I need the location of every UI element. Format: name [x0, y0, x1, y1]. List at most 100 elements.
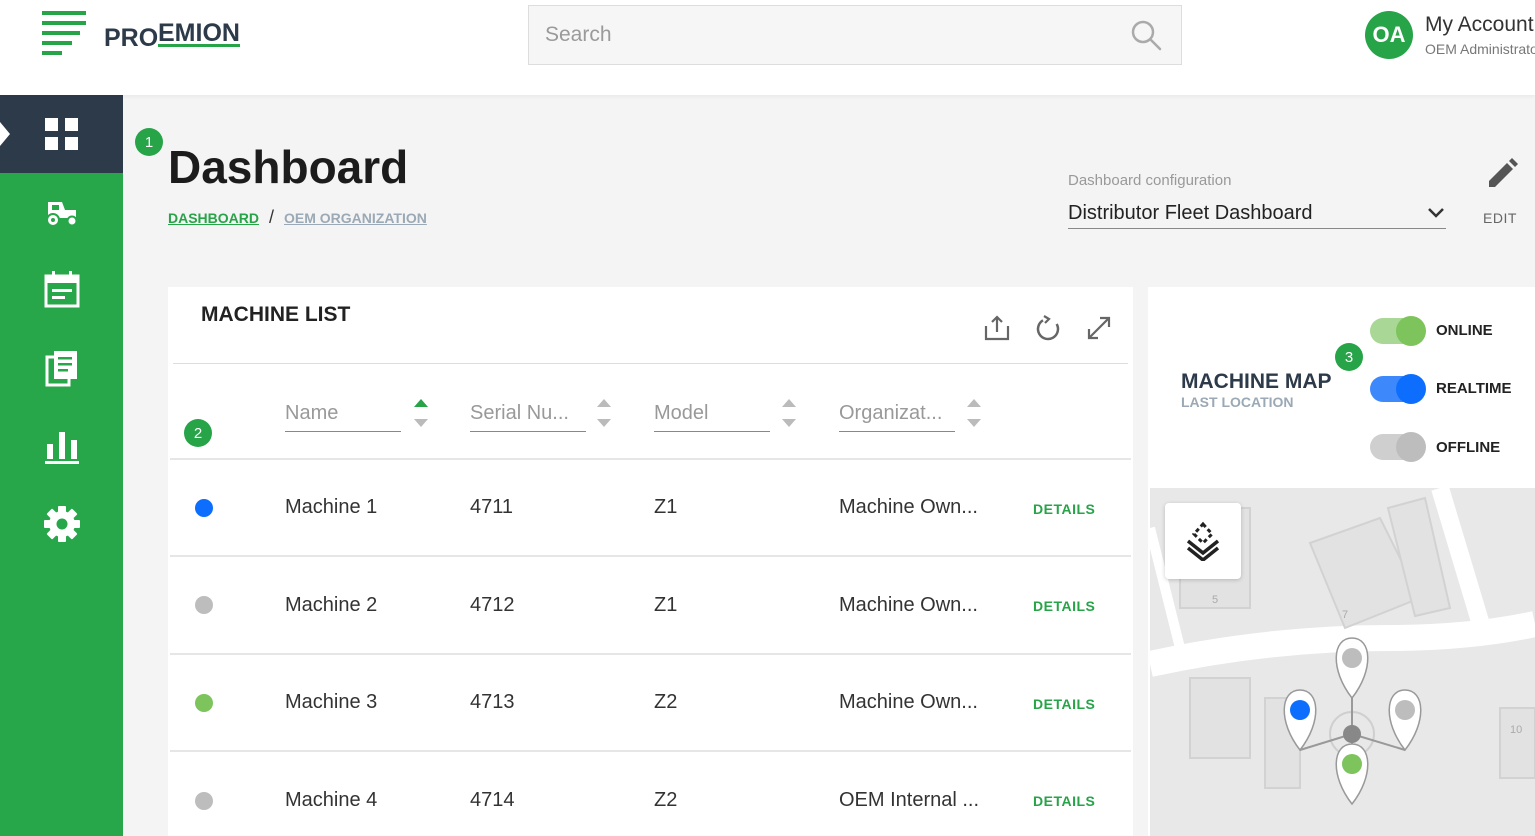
sidebar-item-settings[interactable]: [0, 485, 123, 563]
dashboard-config-value: Distributor Fleet Dashboard: [1068, 201, 1313, 224]
cell-name: Machine 3: [285, 691, 378, 713]
table-row[interactable]: Machine 2 4712 Z1 Machine Own... DETAILS: [168, 557, 1133, 654]
bar-chart-icon: [44, 432, 79, 464]
active-indicator: [0, 122, 10, 146]
toggle-realtime[interactable]: [1370, 374, 1426, 404]
cell-name: Machine 1: [285, 496, 378, 518]
refresh-icon[interactable]: [1034, 314, 1062, 342]
sidebar: [0, 95, 123, 836]
table-row[interactable]: Machine 4 4714 Z2 OEM Internal ... DETAI…: [168, 752, 1133, 836]
map-pin-offline[interactable]: [1335, 637, 1369, 700]
column-header-name[interactable]: Name: [285, 402, 401, 432]
status-dot-realtime: [195, 499, 213, 517]
page-title: Dashboard: [168, 141, 409, 193]
sort-icon[interactable]: [781, 397, 797, 431]
tractor-icon: [45, 202, 77, 227]
cell-organization: Machine Own...: [839, 691, 978, 713]
dashboard-config-select[interactable]: Distributor Fleet Dashboard: [1068, 198, 1446, 229]
machine-map-subtitle: LAST LOCATION: [1181, 394, 1294, 410]
edit-button[interactable]: EDIT: [1483, 210, 1517, 226]
table-row[interactable]: Machine 1 4711 Z1 Machine Own... DETAILS: [168, 460, 1133, 557]
status-dot-online: [195, 694, 213, 712]
cell-model: Z1: [654, 496, 678, 518]
cell-name: Machine 4: [285, 789, 378, 811]
table-row[interactable]: Machine 3 4713 Z2 Machine Own... DETAILS: [168, 655, 1133, 752]
sidebar-item-documents[interactable]: [0, 329, 123, 407]
top-header: PRO EMION OA My Account OEM Administrato…: [0, 0, 1535, 95]
column-header-model[interactable]: Model: [654, 402, 770, 432]
search-box[interactable]: [528, 5, 1182, 65]
toggle-online[interactable]: [1370, 316, 1426, 346]
search-input[interactable]: [545, 23, 1105, 47]
dashboard-config-label: Dashboard configuration: [1068, 172, 1232, 189]
expand-icon[interactable]: [1085, 314, 1113, 342]
pencil-icon[interactable]: [1485, 157, 1519, 191]
calendar-icon: [44, 271, 79, 308]
step-badge-1: 1: [135, 128, 163, 156]
map-pin-realtime[interactable]: [1283, 689, 1317, 752]
cell-name: Machine 2: [285, 594, 378, 616]
column-header-serial[interactable]: Serial Nu...: [470, 402, 586, 432]
sidebar-item-reports[interactable]: [0, 407, 123, 485]
logo-mark-icon: PRO EMION: [42, 11, 240, 55]
row-divider: [170, 750, 1131, 752]
toggle-knob: [1396, 432, 1426, 462]
breadcrumb-separator: /: [269, 207, 275, 227]
account-name[interactable]: My Account: [1425, 13, 1534, 36]
logo-text-pro: PRO: [104, 24, 158, 52]
dashboard-grid-icon: [44, 118, 78, 150]
details-link[interactable]: DETAILS: [1033, 501, 1096, 517]
cell-model: Z1: [654, 594, 678, 616]
sidebar-item-dashboard[interactable]: [0, 95, 123, 173]
breadcrumb-dashboard-link[interactable]: DASHBOARD: [168, 209, 259, 226]
sidebar-item-machines[interactable]: [0, 173, 123, 251]
details-link[interactable]: DETAILS: [1033, 793, 1096, 809]
house-number: 7: [1342, 609, 1348, 621]
cell-model: Z2: [654, 691, 678, 713]
machine-list-title: MACHINE LIST: [201, 303, 351, 326]
toggle-knob: [1396, 316, 1426, 346]
step-badge-3-label: 3: [1344, 348, 1354, 366]
map-layers-button[interactable]: [1165, 503, 1241, 579]
cell-serial: 4712: [470, 594, 515, 616]
cell-organization: Machine Own...: [839, 496, 978, 518]
map-pin-offline[interactable]: [1388, 689, 1422, 752]
export-icon[interactable]: [983, 314, 1011, 342]
search-icon[interactable]: [1129, 18, 1163, 52]
sort-icon[interactable]: [413, 397, 429, 431]
account-role: OEM Administrator: [1425, 41, 1535, 57]
documents-icon: [45, 351, 77, 387]
cell-serial: 4714: [470, 789, 515, 811]
sort-icon[interactable]: [596, 397, 612, 431]
cell-model: Z2: [654, 789, 678, 811]
row-divider: [170, 458, 1131, 460]
logo-text-emion: EMION: [158, 19, 240, 47]
proemion-logo[interactable]: PRO EMION: [42, 10, 252, 62]
cell-serial: 4713: [470, 691, 515, 713]
details-link[interactable]: DETAILS: [1033, 696, 1096, 712]
gear-icon: [43, 506, 80, 542]
status-dot-offline: [195, 596, 213, 614]
card-divider: [173, 363, 1128, 364]
cell-organization: Machine Own...: [839, 594, 978, 616]
details-link[interactable]: DETAILS: [1033, 598, 1096, 614]
toggle-online-label: ONLINE: [1436, 322, 1493, 339]
machine-list-card: MACHINE LIST 2 Name Serial Nu... Model O…: [168, 287, 1133, 836]
row-divider: [170, 555, 1131, 557]
house-number: 10: [1510, 724, 1522, 736]
layers-icon: [1186, 521, 1220, 561]
chevron-down-icon: [1428, 208, 1444, 218]
toggle-offline[interactable]: [1370, 432, 1426, 462]
status-dot-offline: [195, 792, 213, 810]
map-view[interactable]: 5 7 10: [1150, 488, 1535, 836]
sidebar-item-calendar[interactable]: [0, 251, 123, 329]
sort-icon[interactable]: [966, 397, 982, 431]
toggle-knob: [1396, 374, 1426, 404]
avatar[interactable]: OA: [1365, 11, 1413, 59]
step-badge-3: 3: [1335, 343, 1363, 371]
step-badge-1-label: 1: [144, 133, 154, 151]
column-header-organization[interactable]: Organizat...: [839, 402, 955, 432]
breadcrumb-current[interactable]: OEM ORGANIZATION: [284, 209, 427, 226]
step-badge-2-label: 2: [193, 424, 203, 442]
map-pin-online[interactable]: [1335, 743, 1369, 806]
